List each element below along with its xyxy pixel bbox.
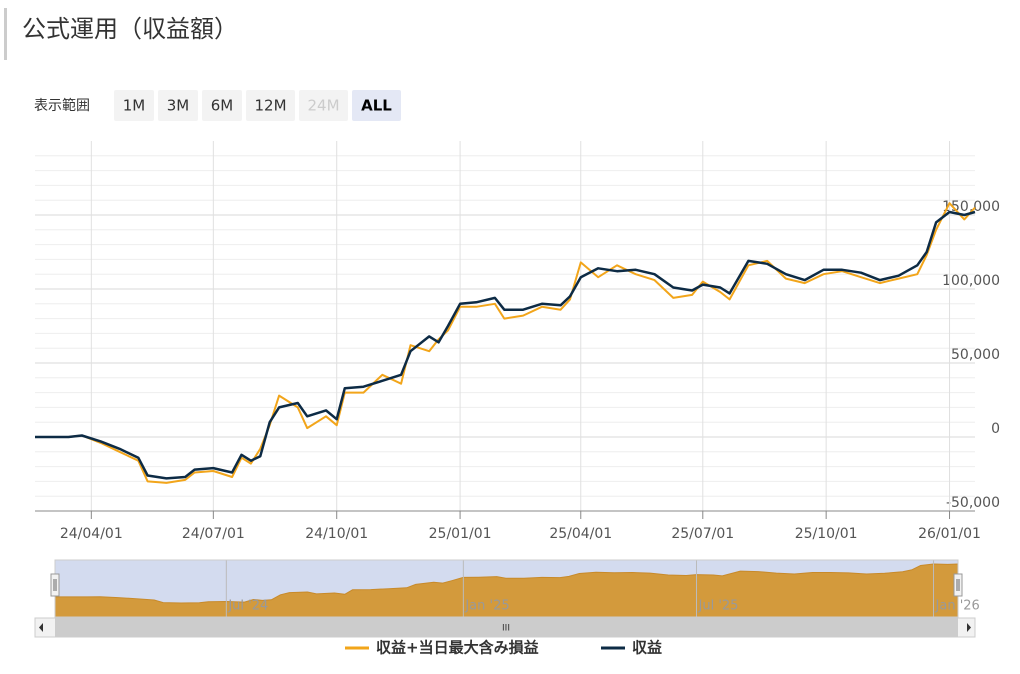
- x-tick-label: 24/10/01: [305, 526, 368, 542]
- y-tick-label: 50,000: [951, 347, 1000, 363]
- legend: 収益+当日最大含み損益 収益: [345, 639, 662, 657]
- range-button[interactable]: [114, 90, 154, 121]
- y-tick-label: 0: [991, 421, 1000, 437]
- navigator-tick-label: Jan '25: [464, 599, 509, 614]
- x-tick-label: 25/01/01: [429, 526, 492, 542]
- x-tick-label: 25/07/01: [671, 526, 734, 542]
- y-tick-label: 100,000: [942, 273, 1000, 289]
- range-button[interactable]: [202, 90, 242, 121]
- scrollbar-thumb[interactable]: [55, 618, 958, 637]
- scroll-left[interactable]: [39, 623, 43, 632]
- x-tick-label: 25/10/01: [795, 526, 858, 542]
- scrollbar-grip: III: [502, 624, 510, 634]
- y-tick-label: -50,000: [946, 495, 1000, 511]
- navigator-area: [54, 563, 959, 618]
- navigator-handle[interactable]: [953, 573, 963, 597]
- x-tick-label: 25/04/01: [549, 526, 612, 542]
- range-button[interactable]: [352, 90, 401, 121]
- navigator-handle[interactable]: [50, 573, 60, 597]
- page-title: 公式運用（収益額）: [22, 15, 238, 43]
- x-tick-label: 24/07/01: [182, 526, 245, 542]
- navigator-tick-label: Jul '24: [227, 599, 268, 614]
- range-button-label: 24M: [307, 97, 339, 115]
- legend-label[interactable]: 収益: [632, 639, 662, 657]
- x-tick-label: 24/04/01: [60, 526, 123, 542]
- navigator: Jul '24 Jan '25 Jul '25 Jan '26: [50, 559, 980, 618]
- range-button-label[interactable]: 6M: [211, 97, 234, 115]
- series-line: [35, 202, 976, 484]
- scroll-right[interactable]: [967, 623, 971, 632]
- range-button[interactable]: [158, 90, 198, 121]
- legend-label[interactable]: 収益+当日最大含み損益: [376, 639, 539, 657]
- range-buttons: 1M 3M 6M 12M 24M ALL: [114, 90, 401, 121]
- range-button: [299, 90, 348, 121]
- range-button[interactable]: [246, 90, 295, 121]
- range-button-label[interactable]: 12M: [254, 97, 286, 115]
- range-button-label[interactable]: ALL: [361, 97, 392, 115]
- range-button-label[interactable]: 1M: [123, 97, 146, 115]
- x-tick-label: 26/01/01: [918, 526, 981, 542]
- navigator-tick-label: Jul '25: [698, 599, 739, 614]
- range-label: 表示範囲: [34, 97, 90, 114]
- range-button-label[interactable]: 3M: [167, 97, 190, 115]
- series-line: [35, 210, 976, 480]
- title-bar: [4, 8, 7, 60]
- navigator-tick-label: Jan '26: [935, 599, 980, 614]
